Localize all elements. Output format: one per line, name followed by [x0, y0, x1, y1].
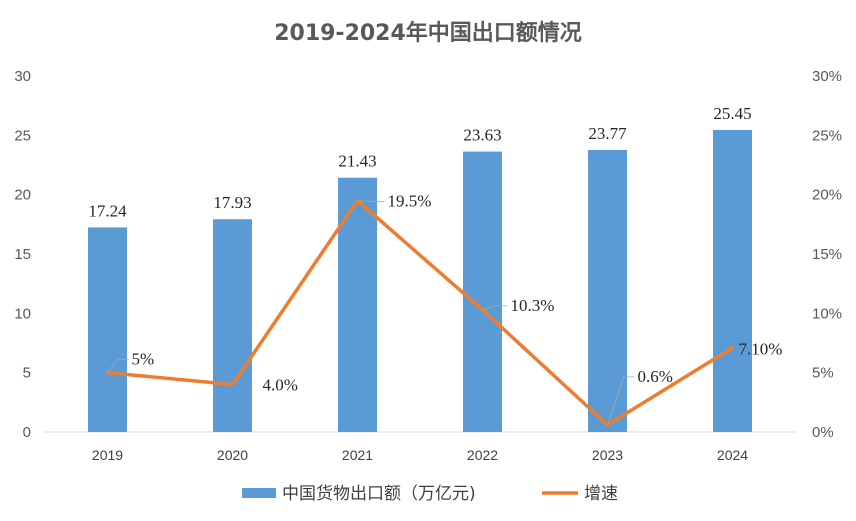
bar	[588, 149, 627, 433]
line-series	[105, 198, 735, 427]
x-tick-label: 2022	[467, 447, 498, 463]
bar-value-label: 23.63	[463, 126, 501, 145]
data-labels: 17.24 17.93 21.43 23.63 23.77 25.45 5% 4.0% 19.5…	[88, 104, 783, 426]
y-left-tick-label: 25	[14, 127, 31, 144]
leader-line	[107, 359, 129, 373]
bar-value-label: 21.43	[338, 152, 376, 171]
x-tick-label: 2024	[717, 447, 748, 463]
line-value-label: 5%	[132, 350, 155, 369]
line-value-label: 10.3%	[511, 296, 555, 315]
y-right-tick-label: 15%	[812, 246, 842, 263]
axes: 0 5 10 15 20 25 30 0% 5% 10% 15% 20% 25% 30% 2019 2020 2…	[14, 68, 842, 463]
x-tick-label: 2023	[592, 447, 623, 463]
bar-series	[88, 129, 752, 433]
bar-value-label: 23.77	[588, 124, 627, 143]
legend: 中国货物出口额（万亿元) 增速	[242, 484, 618, 504]
y-left-tick-label: 0	[23, 424, 31, 441]
bar	[88, 227, 127, 432]
chart-title: 2019-2024年中国出口额情况	[274, 20, 582, 46]
line-value-label: 0.6%	[638, 367, 673, 386]
y-left-tick-label: 15	[14, 246, 31, 263]
y-left-tick-label: 30	[14, 68, 31, 85]
line-value-label: 19.5%	[388, 192, 432, 211]
y-right-tick-label: 20%	[812, 187, 842, 204]
bar-value-label: 17.24	[88, 201, 127, 220]
y-right-tick-label: 10%	[812, 305, 842, 322]
growth-line	[105, 198, 735, 427]
leader-line	[607, 376, 635, 426]
bar	[463, 151, 502, 432]
legend-line-label: 增速	[584, 484, 618, 504]
bar	[338, 177, 377, 432]
x-tick-label: 2020	[217, 447, 248, 463]
y-left-tick-label: 20	[14, 187, 31, 204]
y-left-tick-label: 5	[23, 365, 31, 382]
line-point	[731, 346, 734, 350]
leader-line	[357, 200, 385, 203]
y-right-tick-label: 5%	[812, 365, 834, 382]
y-right-tick-label: 25%	[812, 127, 842, 144]
x-tick-label: 2021	[342, 447, 373, 463]
bar-value-label: 25.45	[713, 104, 751, 123]
legend-bar-swatch	[242, 488, 276, 498]
bar	[713, 129, 752, 432]
y-left-tick-label: 10	[14, 305, 31, 322]
leader-line	[482, 305, 508, 311]
bar	[213, 219, 252, 432]
line-value-label: 7.10%	[739, 340, 783, 359]
line-point	[231, 383, 234, 387]
y-right-tick-label: 30%	[812, 68, 842, 85]
bar-value-label: 17.93	[213, 193, 251, 212]
line-value-label: 4.0%	[263, 376, 298, 395]
y-right-tick-label: 0%	[812, 424, 834, 441]
legend-bar-label: 中国货物出口额（万亿元)	[282, 484, 476, 504]
x-tick-label: 2019	[92, 447, 123, 463]
